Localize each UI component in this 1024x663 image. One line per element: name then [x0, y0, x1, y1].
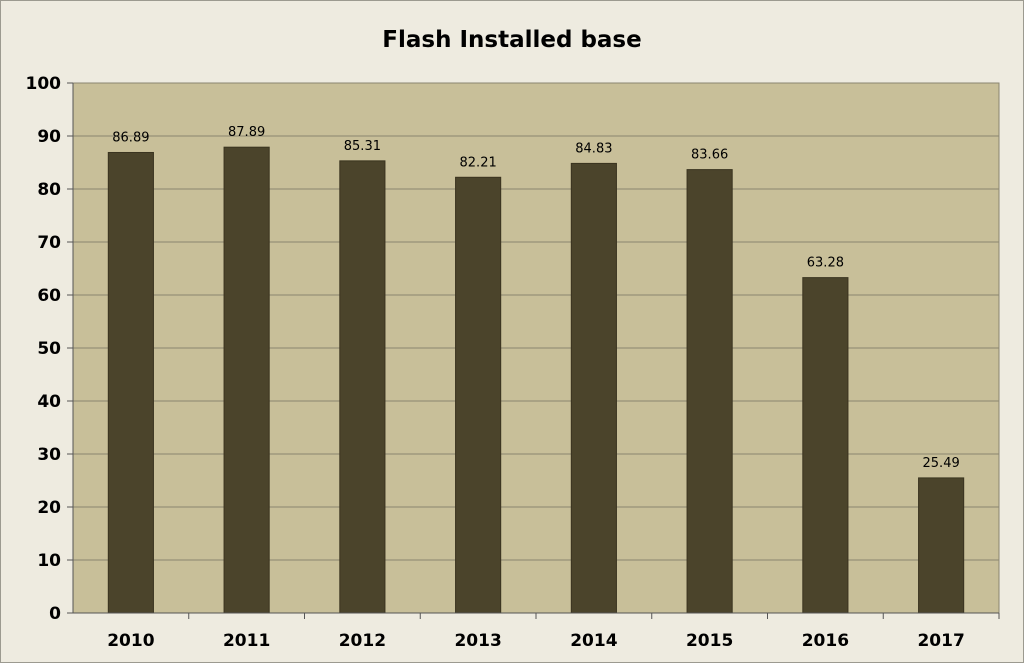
- axes: [67, 82, 1000, 619]
- y-tick-label: 100: [26, 74, 62, 94]
- y-tick-label: 80: [37, 180, 61, 200]
- x-tick-label-2010: 2010: [107, 631, 154, 651]
- data-label-2017: 25.49: [923, 456, 960, 471]
- bar-2017: [918, 477, 965, 614]
- x-tick-label-2017: 2017: [917, 631, 964, 651]
- bars: [107, 146, 965, 614]
- data-label-2014: 84.83: [575, 141, 612, 156]
- data-label-2015: 83.66: [691, 148, 728, 163]
- y-tick-label: 0: [49, 604, 61, 624]
- bar-2010: [107, 151, 154, 614]
- y-tick-label: 70: [37, 233, 61, 253]
- bar-2012: [339, 160, 386, 614]
- labels: 0 10 20 30 40 50 60 70 80 90 100 86.89 2010 87.89 2011…: [26, 74, 965, 651]
- x-tick-label-2011: 2011: [223, 631, 270, 651]
- y-tick-label: 30: [37, 445, 61, 465]
- y-tick-label: 60: [37, 286, 61, 306]
- x-tick-label-2014: 2014: [570, 631, 617, 651]
- y-tick-label: 50: [37, 339, 61, 359]
- bar-2011: [223, 146, 270, 614]
- x-tick-label-2012: 2012: [339, 631, 386, 651]
- x-tick-label-2015: 2015: [686, 631, 733, 651]
- y-tick-label: 20: [37, 498, 61, 518]
- bar-2015: [686, 169, 733, 614]
- y-tick-label: 90: [37, 127, 61, 147]
- y-tick-label: 10: [37, 551, 61, 571]
- data-label-2012: 85.31: [344, 139, 381, 154]
- data-label-2016: 63.28: [807, 256, 844, 271]
- bar-2013: [455, 176, 502, 614]
- y-tick-label: 40: [37, 392, 61, 412]
- x-tick-label-2013: 2013: [454, 631, 501, 651]
- data-label-2010: 86.89: [112, 130, 149, 145]
- data-label-2013: 82.21: [460, 155, 497, 170]
- x-tick-label-2016: 2016: [802, 631, 849, 651]
- bar-2016: [802, 277, 849, 614]
- bar-2014: [570, 162, 617, 614]
- chart-title: Flash Installed base: [382, 27, 642, 53]
- data-label-2011: 87.89: [228, 125, 265, 140]
